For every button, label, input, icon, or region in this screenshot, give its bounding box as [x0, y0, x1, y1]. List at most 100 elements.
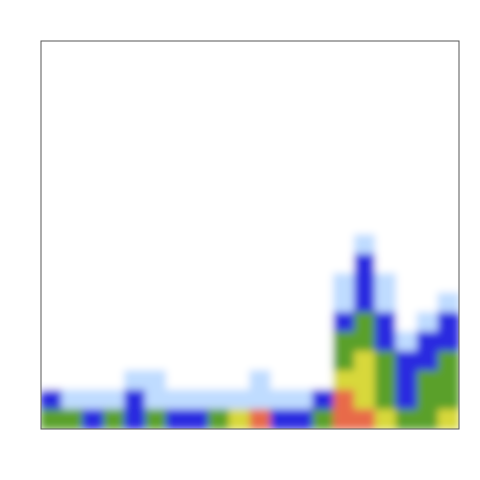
heatmap-cell: [165, 370, 188, 391]
heatmap-cell: [312, 156, 335, 178]
heatmap-cell: [437, 118, 459, 139]
heatmap-cell: [41, 79, 63, 100]
heatmap-cell: [41, 234, 63, 255]
heatmap-cell: [270, 215, 293, 236]
heatmap-cell: [437, 389, 459, 411]
heatmap-cell: [354, 350, 376, 372]
heatmap-cell: [291, 331, 314, 352]
heatmap-cell: [416, 409, 439, 429]
heatmap-cell: [103, 59, 126, 81]
heatmap-cell: [165, 215, 188, 236]
heatmap-cell: [228, 370, 251, 391]
heatmap-cell: [41, 273, 63, 294]
heatmap-cell: [165, 98, 188, 120]
heatmap-cell: [249, 253, 272, 275]
heatmap-cell: [270, 312, 293, 333]
heatmap-cell: [207, 156, 230, 178]
heatmap-cell: [354, 137, 376, 158]
heatmap-cell: [165, 195, 188, 217]
heatmap-cell: [270, 195, 293, 217]
heatmap-cell: [207, 215, 230, 236]
heatmap-cell: [61, 350, 84, 372]
heatmap-cell: [61, 409, 84, 429]
heatmap-cell: [228, 409, 251, 429]
heatmap-cell: [291, 370, 314, 391]
heatmap-cell: [124, 215, 146, 236]
heatmap-cell: [103, 350, 126, 372]
heatmap-cell: [395, 253, 418, 275]
heatmap-cell: [354, 292, 376, 314]
heatmap-cell: [312, 59, 335, 81]
heatmap-cell: [354, 41, 376, 61]
heatmap-cell: [207, 41, 230, 61]
heatmap-cell: [103, 195, 126, 217]
heatmap-cell: [207, 331, 230, 352]
heatmap-cell: [395, 331, 418, 352]
heatmap-cell: [437, 137, 459, 158]
heatmap-cell: [145, 331, 167, 352]
heatmap-cell: [437, 41, 459, 61]
heatmap-cell: [82, 253, 105, 275]
heatmap-cell: [333, 41, 355, 61]
heatmap-cell: [61, 59, 84, 81]
heatmap-cell: [82, 273, 105, 294]
heatmap-cell: [437, 59, 459, 81]
heatmap-cell: [374, 176, 397, 197]
heatmap-cell: [270, 156, 293, 178]
heatmap-cell: [437, 312, 459, 333]
heatmap-cell: [354, 331, 376, 352]
heatmap-cell: [61, 312, 84, 333]
heatmap-cell: [186, 156, 209, 178]
heatmap-cell: [333, 234, 355, 255]
heatmap-cell: [82, 137, 105, 158]
heatmap-cell: [249, 98, 272, 120]
heatmap-cell: [124, 292, 146, 314]
heatmap-cell: [374, 389, 397, 411]
heatmap-cell: [333, 370, 355, 391]
heatmap-cell: [124, 331, 146, 352]
heatmap-cell: [103, 41, 126, 61]
heatmap-cell: [395, 98, 418, 120]
heatmap-cell: [395, 370, 418, 391]
heatmap-cell: [354, 234, 376, 255]
heatmap-cell: [186, 350, 209, 372]
heatmap-cell: [207, 195, 230, 217]
heatmap-cell: [61, 253, 84, 275]
heatmap-cell: [124, 370, 146, 391]
heatmap-cell: [333, 312, 355, 333]
heatmap-cell: [395, 215, 418, 236]
heatmap-cell: [103, 409, 126, 429]
heatmap-cell: [207, 176, 230, 197]
heatmap-cell: [416, 234, 439, 255]
heatmap-cell: [82, 312, 105, 333]
heatmap-cell: [270, 292, 293, 314]
heatmap-cell: [207, 59, 230, 81]
heatmap-cell: [145, 350, 167, 372]
heatmap-cell: [416, 273, 439, 294]
heatmap-cell: [82, 195, 105, 217]
heatmap-cell: [207, 79, 230, 100]
heatmap-cell: [82, 234, 105, 255]
heatmap-cell: [374, 118, 397, 139]
heatmap-cell: [82, 409, 105, 429]
heatmap-cell: [61, 370, 84, 391]
heatmap-cell: [41, 59, 63, 81]
heatmap-cell: [228, 156, 251, 178]
plot-border: [40, 40, 460, 430]
heatmap-cell: [333, 195, 355, 217]
heatmap-cell: [124, 176, 146, 197]
heatmap-cell: [124, 350, 146, 372]
heatmap-cell: [416, 137, 439, 158]
heatmap-cell: [165, 312, 188, 333]
heatmap-cell: [270, 350, 293, 372]
heatmap-cell: [374, 234, 397, 255]
heatmap-cell: [145, 273, 167, 294]
heatmap-cell: [354, 156, 376, 178]
heatmap-cell: [437, 176, 459, 197]
heatmap-cell: [145, 176, 167, 197]
heatmap-cell: [374, 253, 397, 275]
heatmap-cell: [291, 215, 314, 236]
heatmap-cell: [61, 195, 84, 217]
heatmap-cell: [207, 98, 230, 120]
heatmap-cell: [41, 331, 63, 352]
